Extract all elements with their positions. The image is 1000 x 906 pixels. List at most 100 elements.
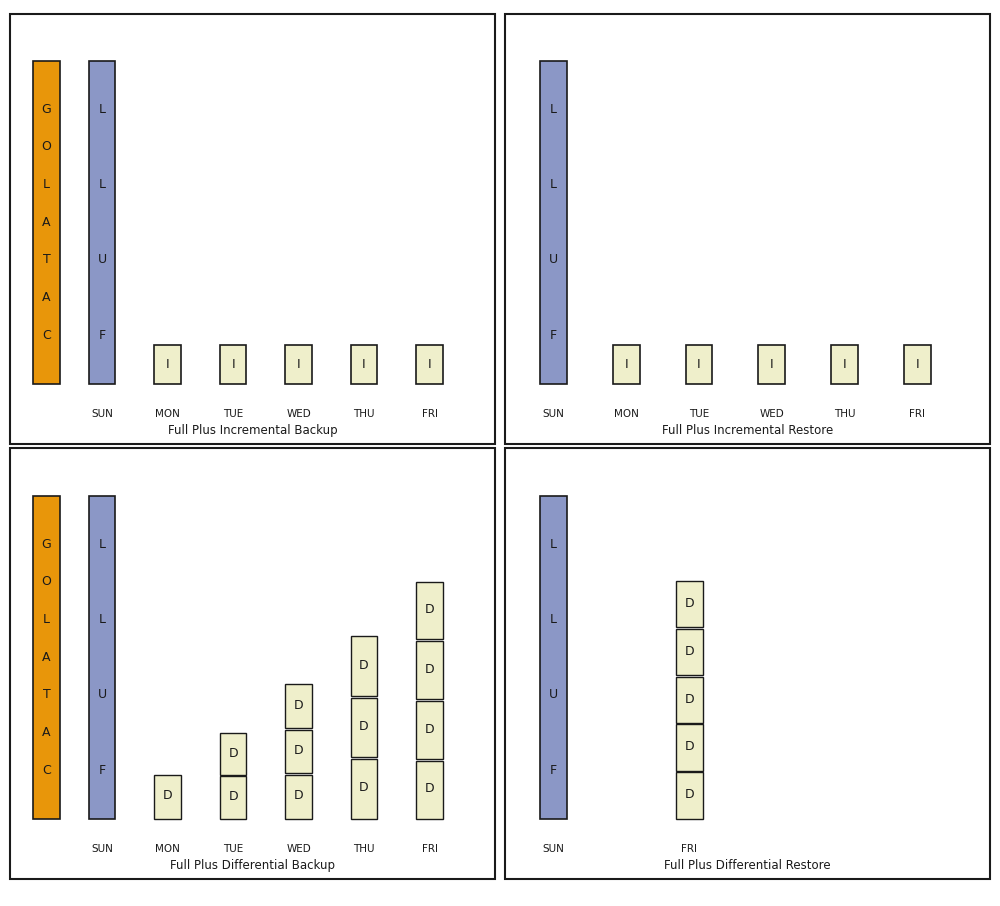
Text: SUN: SUN	[543, 409, 564, 419]
Text: L: L	[99, 613, 106, 626]
Bar	[540, 61, 567, 384]
Bar	[33, 61, 60, 384]
Text: D: D	[425, 782, 434, 795]
Text: O: O	[41, 140, 51, 153]
Text: U: U	[549, 254, 558, 266]
Text: D: D	[684, 740, 694, 754]
Text: THU: THU	[353, 843, 375, 853]
Text: U: U	[98, 689, 107, 701]
Text: L: L	[43, 178, 50, 191]
Bar	[33, 496, 60, 819]
Text: TUE: TUE	[689, 409, 709, 419]
Text: U: U	[549, 689, 558, 701]
Text: TUE: TUE	[223, 843, 243, 853]
Text: I: I	[697, 358, 701, 371]
Text: L: L	[550, 178, 557, 191]
Text: C: C	[42, 329, 51, 342]
Bar	[540, 496, 567, 819]
Bar	[676, 629, 703, 675]
Text: THU: THU	[353, 409, 375, 419]
Text: Full Plus Differential Backup: Full Plus Differential Backup	[170, 860, 335, 872]
Text: D: D	[163, 789, 172, 803]
Text: Full Plus Differential Restore: Full Plus Differential Restore	[664, 860, 831, 872]
Text: FRI: FRI	[422, 843, 438, 853]
Bar	[220, 345, 246, 384]
Text: O: O	[41, 575, 51, 588]
Bar	[285, 684, 312, 728]
Bar	[220, 733, 246, 775]
Text: I: I	[770, 358, 774, 371]
Text: I: I	[428, 358, 431, 371]
Bar	[416, 761, 443, 819]
Text: L: L	[99, 178, 106, 191]
Bar	[351, 636, 377, 696]
Text: D: D	[294, 699, 303, 712]
Text: A: A	[42, 726, 51, 739]
Bar	[416, 582, 443, 640]
Bar	[676, 677, 703, 723]
Text: A: A	[42, 651, 51, 664]
Text: G: G	[42, 538, 51, 551]
Text: L: L	[43, 613, 50, 626]
Text: I: I	[166, 358, 169, 371]
Text: WED: WED	[759, 409, 784, 419]
Text: FRI: FRI	[681, 843, 697, 853]
Bar	[416, 701, 443, 759]
Text: D: D	[684, 597, 694, 610]
Text: D: D	[425, 722, 434, 736]
Bar	[154, 345, 181, 384]
Bar	[285, 729, 312, 774]
Text: F: F	[99, 764, 106, 776]
Text: I: I	[624, 358, 628, 371]
Text: L: L	[550, 613, 557, 626]
Bar	[613, 345, 640, 384]
Bar	[686, 345, 712, 384]
Text: FRI: FRI	[422, 409, 438, 419]
Bar	[676, 725, 703, 771]
Bar	[285, 345, 312, 384]
Text: D: D	[359, 659, 369, 671]
Text: D: D	[684, 645, 694, 658]
Text: I: I	[297, 358, 300, 371]
Text: Full Plus Incremental Backup: Full Plus Incremental Backup	[168, 425, 337, 438]
Text: L: L	[99, 103, 106, 116]
Text: F: F	[550, 764, 557, 776]
Bar	[416, 641, 443, 699]
Text: A: A	[42, 216, 51, 229]
Bar	[220, 776, 246, 819]
Text: D: D	[425, 663, 434, 676]
Text: SUN: SUN	[91, 409, 113, 419]
Text: F: F	[99, 329, 106, 342]
Text: D: D	[684, 788, 694, 801]
Text: D: D	[228, 747, 238, 760]
Text: MON: MON	[155, 409, 180, 419]
Text: L: L	[550, 538, 557, 551]
Text: SUN: SUN	[543, 843, 564, 853]
Text: L: L	[99, 538, 106, 551]
Bar	[351, 345, 377, 384]
Bar	[154, 775, 181, 819]
Bar	[831, 345, 858, 384]
Bar	[351, 759, 377, 819]
Bar	[416, 345, 443, 384]
Bar	[676, 772, 703, 819]
Bar	[285, 775, 312, 819]
Text: MON: MON	[614, 409, 639, 419]
Text: A: A	[42, 291, 51, 304]
Text: I: I	[915, 358, 919, 371]
Text: C: C	[42, 764, 51, 776]
Bar	[904, 345, 931, 384]
Text: WED: WED	[286, 843, 311, 853]
Bar	[89, 61, 115, 384]
Text: D: D	[425, 603, 434, 616]
Text: SUN: SUN	[91, 843, 113, 853]
Text: THU: THU	[834, 409, 855, 419]
Bar	[89, 496, 115, 819]
Text: D: D	[684, 693, 694, 706]
Text: F: F	[550, 329, 557, 342]
Bar	[676, 581, 703, 628]
Bar	[351, 698, 377, 757]
Text: T: T	[43, 689, 50, 701]
Bar	[758, 345, 785, 384]
Text: D: D	[359, 720, 369, 733]
